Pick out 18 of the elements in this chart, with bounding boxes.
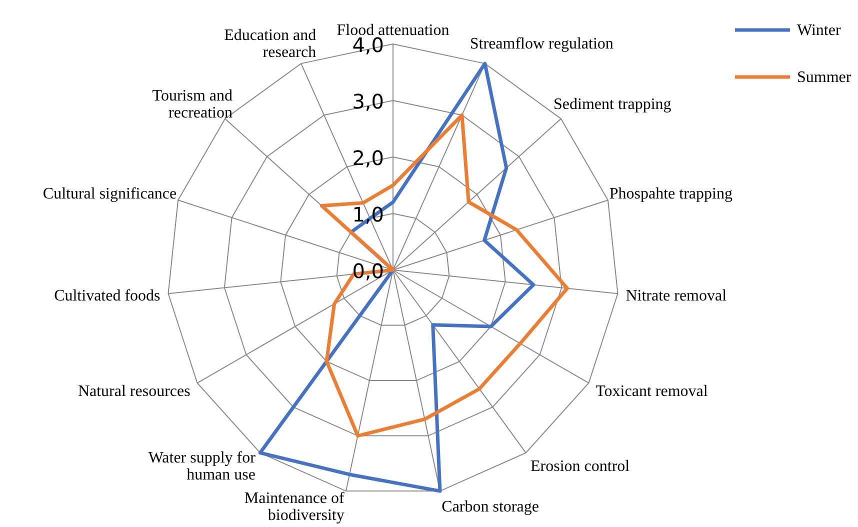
y-tick-label: 3,0	[352, 90, 384, 114]
spoke-label: Water supply for human use	[148, 449, 256, 484]
spoke-label: Erosion control	[530, 458, 630, 475]
spoke-label: Natural resources	[78, 383, 190, 400]
spoke-label: Tourism and recreation	[152, 88, 232, 122]
spoke-label: Cultural significance	[42, 185, 177, 202]
spoke-label: Maintenance of biodiversity	[244, 490, 346, 524]
spoke-label: Phospahte trapping	[609, 185, 732, 202]
legend-label: Winter	[797, 22, 842, 39]
spoke-label: Nitrate removal	[626, 287, 728, 304]
y-tick-label: 2,0	[352, 146, 384, 170]
spoke-label: Education and research	[224, 26, 316, 61]
spoke-label: Carbon storage	[442, 498, 539, 516]
spoke-label: Cultivated foods	[54, 287, 160, 304]
legend-label: Summer	[797, 69, 852, 86]
spoke-label: Toxicant removal	[596, 383, 708, 400]
spoke-label: Streamflow regulation	[470, 35, 614, 52]
spoke-label: Sediment trapping	[554, 96, 672, 114]
